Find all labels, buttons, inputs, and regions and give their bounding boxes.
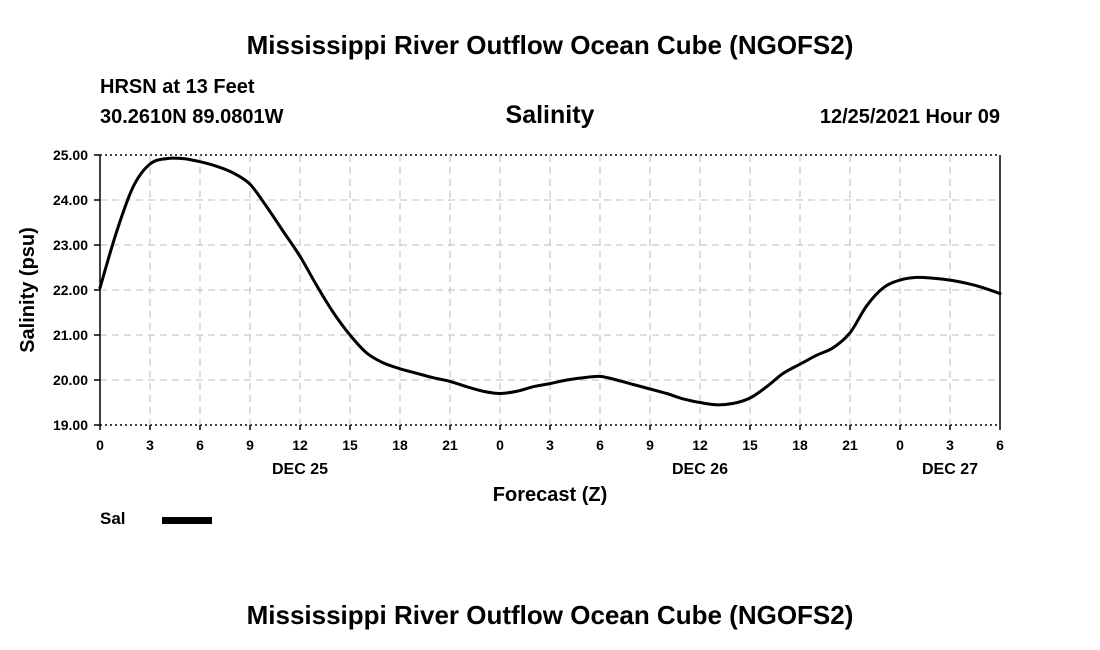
x-tick-label: 6 xyxy=(596,437,604,453)
x-tick-label: 9 xyxy=(246,437,254,453)
footer-title: Mississippi River Outflow Ocean Cube (NG… xyxy=(246,600,854,630)
x-axis-title: Forecast (Z) xyxy=(493,484,607,506)
x-tick-label: 18 xyxy=(392,437,408,453)
station-name: HRSN at 13 Feet xyxy=(100,76,255,98)
y-tick-label: 19.00 xyxy=(53,417,88,433)
date-label: DEC 27 xyxy=(922,461,978,478)
x-tick-label: 3 xyxy=(546,437,554,453)
x-tick-label: 18 xyxy=(792,437,808,453)
station-coordinates: 30.2610N 89.0801W xyxy=(100,106,284,128)
series-layer xyxy=(98,156,1002,407)
x-tick-label: 6 xyxy=(996,437,1004,453)
y-tick-label: 24.00 xyxy=(53,192,88,208)
series-line-sal xyxy=(98,156,1002,407)
date-labels: DEC 25 DEC 26 DEC 27 xyxy=(272,461,978,478)
x-tick-label: 6 xyxy=(196,437,204,453)
x-tick-label: 12 xyxy=(692,437,708,453)
y-axis-title: Salinity (psu) xyxy=(17,227,39,353)
x-tick-label: 0 xyxy=(496,437,504,453)
x-tick-labels: 0 3 6 9 12 15 18 21 0 3 6 9 12 15 18 21 0 3 6 xyxy=(96,437,1004,453)
x-tick-label: 12 xyxy=(292,437,308,453)
y-tick-label: 21.00 xyxy=(53,327,88,343)
y-tick-labels: 19.00 20.00 21.00 22.00 23.00 24.00 25.00 xyxy=(53,147,88,433)
x-tick-label: 15 xyxy=(742,437,758,453)
y-tick-label: 20.00 xyxy=(53,372,88,388)
y-tick-label: 23.00 xyxy=(53,237,88,253)
x-tick-label: 0 xyxy=(896,437,904,453)
x-tick-label: 3 xyxy=(946,437,954,453)
date-label: DEC 25 xyxy=(272,461,328,478)
legend-swatch xyxy=(162,517,212,524)
y-tick-label: 25.00 xyxy=(53,147,88,163)
x-tick-label: 15 xyxy=(342,437,358,453)
chart-title: Salinity xyxy=(505,101,595,129)
x-tick-label: 21 xyxy=(842,437,858,453)
x-tick-label: 0 xyxy=(96,437,104,453)
y-tick-label: 22.00 xyxy=(53,282,88,298)
date-label: DEC 26 xyxy=(672,461,728,478)
chart-timestamp: 12/25/2021 Hour 09 xyxy=(819,106,1000,128)
x-tick-label: 9 xyxy=(646,437,654,453)
axes xyxy=(94,154,1001,430)
main-title: Mississippi River Outflow Ocean Cube (NG… xyxy=(246,30,854,60)
x-tick-label: 3 xyxy=(146,437,154,453)
legend-label: Sal xyxy=(100,509,126,528)
x-tick-label: 21 xyxy=(442,437,458,453)
